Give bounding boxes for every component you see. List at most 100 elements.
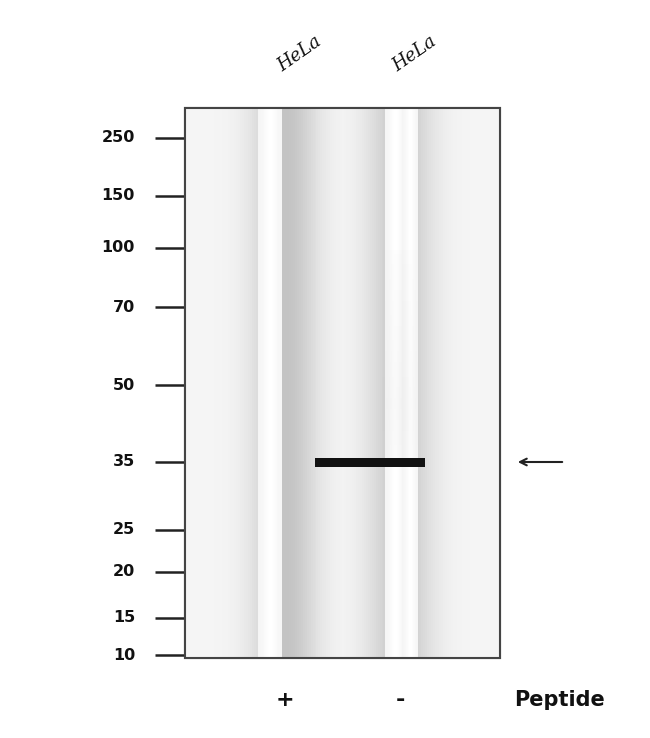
Bar [400, 452, 401, 456]
Bar [406, 402, 407, 405]
Bar [401, 337, 402, 340]
Bar [397, 405, 398, 409]
Bar [412, 376, 413, 380]
Bar [409, 402, 410, 405]
Bar [398, 438, 399, 441]
Bar [390, 258, 391, 261]
Bar [398, 264, 399, 268]
Bar [387, 337, 388, 340]
Bar [409, 463, 410, 467]
Bar [402, 362, 403, 366]
Bar [389, 420, 390, 424]
Bar [414, 308, 415, 311]
Bar [412, 373, 413, 376]
Bar [412, 294, 413, 297]
Bar [465, 108, 467, 658]
Bar [384, 344, 385, 348]
Bar [391, 319, 392, 323]
Bar [404, 387, 405, 391]
Bar [406, 362, 407, 366]
Bar [391, 108, 393, 658]
Bar [390, 384, 391, 387]
Bar [390, 297, 391, 300]
Bar [395, 351, 396, 355]
Bar [392, 337, 393, 340]
Bar [388, 355, 389, 359]
Bar [404, 460, 405, 463]
Bar [396, 300, 397, 304]
Bar [384, 420, 385, 424]
Bar [395, 416, 396, 420]
Bar [203, 108, 205, 658]
Bar [417, 254, 418, 258]
Bar [386, 323, 387, 326]
Bar [387, 290, 388, 294]
Bar [413, 438, 414, 441]
Bar [404, 272, 405, 275]
Bar [382, 373, 383, 376]
Bar [388, 319, 389, 323]
Bar [360, 108, 362, 658]
Bar [390, 108, 391, 658]
Bar [396, 340, 397, 344]
Bar [412, 431, 413, 435]
Bar [266, 108, 267, 658]
Bar [248, 108, 250, 658]
Bar [389, 283, 390, 286]
Bar [410, 427, 411, 431]
Bar [390, 395, 391, 399]
Bar [398, 261, 399, 264]
Bar [386, 279, 387, 283]
Bar [414, 452, 415, 456]
Bar [404, 258, 405, 261]
Bar [383, 441, 384, 445]
Bar [387, 351, 388, 355]
Bar [407, 294, 408, 297]
Bar [471, 108, 473, 658]
Bar [387, 416, 388, 420]
Bar [409, 337, 410, 340]
Bar [405, 399, 406, 402]
Bar [402, 264, 403, 268]
Bar [408, 279, 409, 283]
Bar [402, 326, 403, 330]
Bar [408, 300, 409, 304]
Bar [382, 351, 383, 355]
Bar [384, 399, 385, 402]
Bar [405, 441, 406, 445]
Bar [388, 402, 389, 405]
Bar [394, 268, 395, 272]
Bar [409, 438, 410, 441]
Bar [356, 108, 358, 658]
Bar [406, 315, 407, 319]
Bar [407, 362, 408, 366]
Bar [407, 463, 408, 467]
Bar [387, 275, 388, 279]
Bar [385, 268, 386, 272]
Bar [405, 405, 406, 409]
Bar [476, 108, 478, 658]
Bar [390, 337, 391, 340]
Bar [460, 108, 463, 658]
Bar [409, 308, 410, 311]
Bar [411, 351, 412, 355]
Bar [405, 452, 406, 456]
Bar [385, 333, 386, 337]
Bar [389, 387, 390, 391]
Bar [416, 268, 417, 272]
Bar [413, 355, 414, 359]
Bar [385, 337, 386, 340]
Bar [378, 108, 380, 658]
Bar [383, 290, 384, 294]
Bar [415, 337, 416, 340]
Bar [392, 261, 393, 264]
Bar [383, 391, 384, 395]
Bar [408, 254, 409, 258]
Bar [412, 290, 413, 294]
Bar [417, 108, 418, 658]
Bar [414, 399, 415, 402]
Bar [388, 340, 389, 344]
Bar [311, 108, 313, 658]
Text: 15: 15 [112, 610, 135, 626]
Bar [400, 359, 401, 362]
